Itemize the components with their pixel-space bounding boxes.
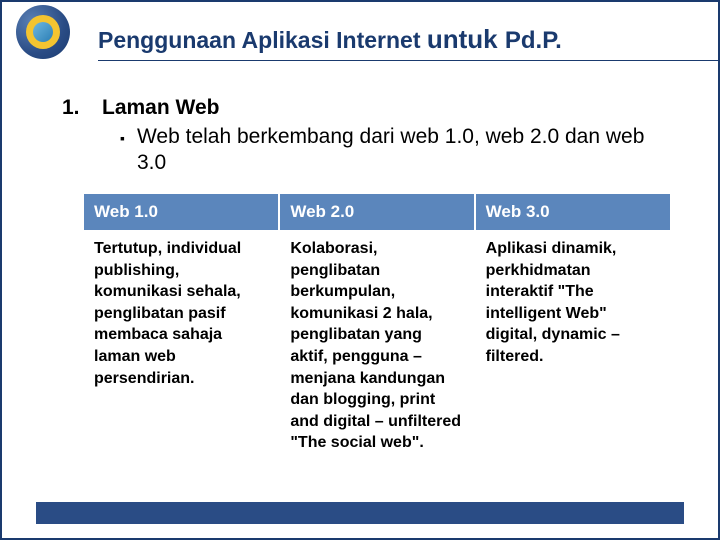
col-header-web2: Web 2.0 bbox=[279, 194, 474, 230]
list-item-1: 1. Laman Web bbox=[62, 96, 678, 120]
logo bbox=[16, 5, 70, 59]
cell-web1: Tertutup, individual publishing, komunik… bbox=[84, 230, 279, 466]
title-underline bbox=[98, 60, 718, 61]
title-area: Penggunaan Aplikasi Internet untuk Pd.P. bbox=[98, 24, 698, 55]
list-heading: Laman Web bbox=[102, 96, 219, 120]
bullet-icon: ▪ bbox=[120, 124, 125, 177]
list-number: 1. bbox=[62, 96, 84, 120]
comparison-table: Web 1.0 Web 2.0 Web 3.0 Tertutup, indivi… bbox=[84, 194, 670, 466]
comparison-table-wrap: Web 1.0 Web 2.0 Web 3.0 Tertutup, indivi… bbox=[84, 194, 670, 466]
cell-web2: Kolaborasi, penglibatan berkumpulan, kom… bbox=[279, 230, 474, 466]
bullet-text: Web telah berkembang dari web 1.0, web 2… bbox=[137, 124, 678, 177]
title-part1: Penggunaan Aplikasi Internet bbox=[98, 27, 427, 53]
title-emph2: Pd.P. bbox=[505, 27, 562, 54]
page-title: Penggunaan Aplikasi Internet untuk Pd.P. bbox=[98, 24, 698, 55]
col-header-web1: Web 1.0 bbox=[84, 194, 279, 230]
col-header-web3: Web 3.0 bbox=[475, 194, 670, 230]
logo-gold-icon bbox=[26, 15, 60, 49]
header-bar: Penggunaan Aplikasi Internet untuk Pd.P. bbox=[2, 2, 718, 60]
table-row: Tertutup, individual publishing, komunik… bbox=[84, 230, 670, 466]
body-content: 1. Laman Web ▪ Web telah berkembang dari… bbox=[62, 96, 678, 187]
list-subitem: ▪ Web telah berkembang dari web 1.0, web… bbox=[120, 124, 678, 177]
logo-ring-icon bbox=[16, 5, 70, 59]
table-header-row: Web 1.0 Web 2.0 Web 3.0 bbox=[84, 194, 670, 230]
footer-bar bbox=[36, 502, 684, 524]
cell-web3: Aplikasi dinamik, perkhidmatan interakti… bbox=[475, 230, 670, 466]
logo-globe-icon bbox=[33, 22, 53, 42]
title-emph1: untuk bbox=[427, 24, 505, 54]
slide: Penggunaan Aplikasi Internet untuk Pd.P.… bbox=[0, 0, 720, 540]
